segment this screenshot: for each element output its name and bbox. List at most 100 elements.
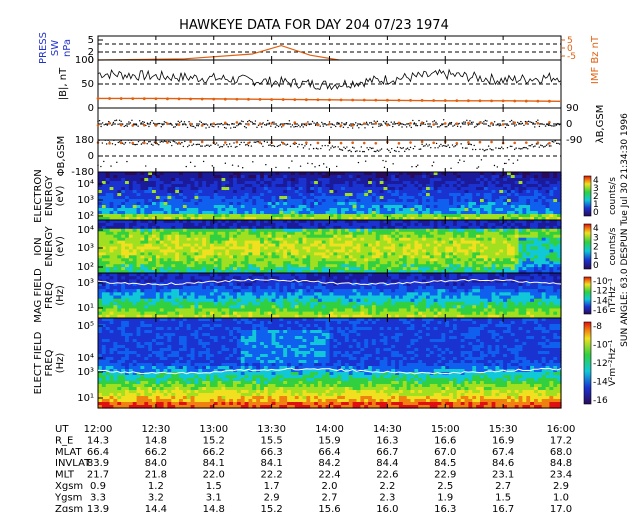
lambda-point xyxy=(384,122,386,124)
lambda-point xyxy=(540,123,542,125)
electron-spectrogram-cell xyxy=(287,202,292,206)
ion-spectrogram-cell xyxy=(275,234,280,239)
ion-spectrogram-cell xyxy=(271,222,277,227)
ion-spectrogram-cell xyxy=(441,261,446,265)
electron-spectrogram-cell xyxy=(344,190,350,194)
ion-spectrogram-cell xyxy=(155,249,161,253)
ion-spectrogram-cell xyxy=(306,240,311,245)
electron-spectrogram-cell xyxy=(186,187,192,191)
ion-spectrogram-cell xyxy=(244,270,250,274)
lambda-point xyxy=(311,120,314,123)
b-model-point xyxy=(501,99,505,103)
electron-spectrogram-cell xyxy=(206,187,211,191)
electron-spectrogram-cell xyxy=(379,205,385,209)
ion-spectrogram-cell xyxy=(252,252,257,256)
ion-spectrogram-cell xyxy=(360,267,365,271)
electron-spectrogram-cell xyxy=(460,196,466,200)
electron-spectrogram-cell xyxy=(279,217,284,221)
electron-spectrogram-cell xyxy=(260,214,265,218)
b-model-point xyxy=(536,99,540,103)
electron-spectrogram-cell xyxy=(240,175,246,179)
electron-spectrogram-cell xyxy=(410,187,415,191)
ion-spectrogram-cell xyxy=(105,246,111,250)
electron-spectrogram-cell xyxy=(530,184,535,188)
ion-spectrogram-cell xyxy=(229,234,234,239)
ion-spectrogram-cell xyxy=(483,264,489,268)
electron-spectrogram-cell xyxy=(341,205,346,209)
electron-spectrogram-cell xyxy=(298,217,304,221)
phi-point xyxy=(463,160,465,163)
phi-point xyxy=(158,144,160,146)
phi-point xyxy=(542,146,545,148)
electron-spectrogram-cell xyxy=(545,196,551,200)
electron-spectrogram-cell xyxy=(507,217,512,221)
b-model-point xyxy=(420,99,424,102)
lambda-point xyxy=(247,121,249,123)
electron-spectrogram-cell xyxy=(375,181,381,185)
lambda-point xyxy=(114,119,116,122)
ion-spectrogram-cell xyxy=(464,258,469,262)
electron-spectrogram-cell xyxy=(329,217,334,221)
ion-spectrogram-cell xyxy=(267,258,273,262)
lambda-point xyxy=(151,119,153,122)
electron-spectrogram-cell xyxy=(321,214,327,218)
electron-spectrogram-cell xyxy=(483,178,489,182)
phi-point xyxy=(311,162,313,165)
electron-spectrogram-cell xyxy=(348,211,354,215)
electron-spectrogram-cell xyxy=(186,199,192,203)
ion-spectrogram-cell xyxy=(437,246,442,250)
ion-spectrogram-cell xyxy=(198,240,203,245)
ion-spectrogram-cell xyxy=(422,225,427,230)
ion-spectrogram-cell xyxy=(159,246,165,250)
ion-spectrogram-cell xyxy=(468,231,473,236)
electron-spectrogram-cell xyxy=(182,205,188,209)
electron-spectrogram-cell xyxy=(429,202,435,206)
phi-point xyxy=(419,148,422,150)
electron-spectrogram-cell xyxy=(398,181,404,185)
electron-spectrogram-cell xyxy=(113,217,118,221)
ion-spectrogram-cell xyxy=(522,225,527,230)
electron-spectrogram-cell xyxy=(306,208,311,212)
ion-spectrogram-cell xyxy=(344,261,350,265)
ion-spectrogram-cell xyxy=(422,237,427,242)
lambda-model-point xyxy=(166,122,169,125)
electron-spectrogram-cell xyxy=(202,175,207,179)
electron-spectrogram-cell xyxy=(371,178,377,182)
ion-spectrogram-cell xyxy=(271,258,277,262)
electron-spectrogram-cell xyxy=(344,211,350,215)
electron-spectrogram-cell xyxy=(314,217,319,221)
ion-spectrogram-cell xyxy=(491,222,497,227)
ion-spectrogram-cell xyxy=(352,261,358,265)
electron-spectrogram-cell xyxy=(190,196,196,200)
electron-spectrogram-cell xyxy=(441,202,446,206)
ion-spectrogram-cell xyxy=(503,267,508,271)
lambda-point xyxy=(473,126,476,128)
electron-spectrogram-cell xyxy=(337,187,342,191)
phi-point xyxy=(529,145,532,147)
electron-spectrogram-cell xyxy=(302,208,307,212)
ion-spectrogram-cell xyxy=(321,222,327,227)
electron-spectrogram-cell xyxy=(395,202,400,206)
electron-spectrogram-cell xyxy=(290,202,296,206)
ion-spectrogram-cell xyxy=(271,228,277,233)
electron-spectrogram-cell xyxy=(537,184,543,188)
ion-spectrogram-cell xyxy=(132,261,138,265)
electron-spectrogram-cell xyxy=(329,175,334,179)
ion-spectrogram-cell xyxy=(101,267,107,271)
electron-spectrogram-cell xyxy=(379,178,385,182)
electron-spectrogram-cell xyxy=(445,196,450,200)
electron-spectrogram-cell xyxy=(418,175,423,179)
electron-spectrogram-cell xyxy=(321,202,327,206)
ion-spectrogram-cell xyxy=(445,249,450,253)
ion-spectrogram-cell xyxy=(101,220,107,224)
ion-spectrogram-cell xyxy=(526,267,531,271)
electron-spectrogram-cell xyxy=(333,202,338,206)
electron-spectrogram-cell xyxy=(356,193,361,197)
ion-spectrogram-cell xyxy=(310,249,315,253)
ion-spectrogram-cell xyxy=(460,228,466,233)
lambda-point xyxy=(142,121,144,123)
phi-point xyxy=(545,144,548,146)
ion-spectrogram-cell xyxy=(236,261,242,265)
ion-spectrogram-cell xyxy=(132,220,138,224)
phi-point xyxy=(440,143,442,146)
